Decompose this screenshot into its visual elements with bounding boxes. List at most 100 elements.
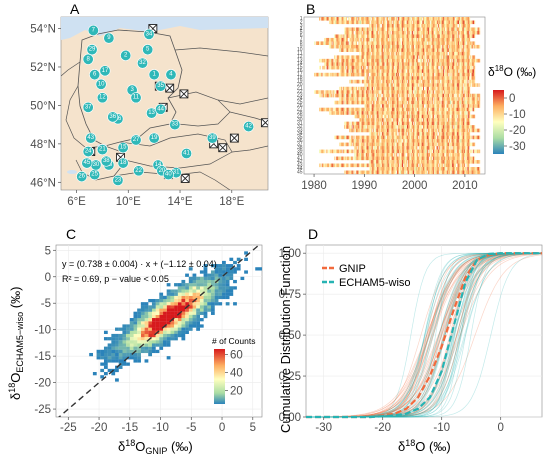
heatmap-cell bbox=[377, 44, 379, 49]
heatmap-cell bbox=[434, 86, 436, 91]
heatmap-cell bbox=[373, 104, 375, 108]
heatmap-cell bbox=[360, 48, 362, 52]
heatmap-cell bbox=[373, 93, 375, 98]
heatmap-cell bbox=[440, 34, 442, 39]
heatmap-cell bbox=[455, 121, 457, 126]
heatmap-cell bbox=[476, 83, 478, 87]
heatmap-cell bbox=[384, 104, 386, 108]
heatmap-cell bbox=[319, 93, 321, 98]
heatmap-cell bbox=[469, 76, 471, 80]
heatmap-cell bbox=[392, 111, 394, 115]
heatmap-cell bbox=[334, 107, 336, 112]
heatmap-cell bbox=[433, 118, 435, 122]
heatmap-cell bbox=[453, 23, 455, 28]
heatmap-cell bbox=[381, 23, 383, 28]
heatmap-cell bbox=[341, 34, 343, 39]
heatmap-cell bbox=[446, 118, 448, 122]
heatmap-cell bbox=[439, 17, 441, 21]
heatmap-cell bbox=[388, 55, 390, 59]
heatmap-cell bbox=[350, 30, 352, 35]
heatmap-cell bbox=[464, 72, 466, 77]
heatmap-cell bbox=[366, 17, 368, 21]
heatmap-cell bbox=[412, 107, 414, 112]
heatmap-cell bbox=[386, 104, 388, 108]
heatmap-cell bbox=[397, 37, 399, 42]
heatmap-cell bbox=[389, 69, 391, 73]
heatmap-cell bbox=[453, 107, 456, 112]
heatmap-cell bbox=[390, 27, 392, 32]
heatmap-cell bbox=[433, 48, 435, 52]
heatmap-cell bbox=[414, 69, 416, 73]
heatmap-cell bbox=[477, 104, 479, 108]
heatmap-cell bbox=[438, 20, 440, 25]
heatmap-cell bbox=[343, 37, 345, 42]
heatmap-cell bbox=[355, 48, 357, 52]
heatmap-cell bbox=[345, 41, 347, 46]
heatmap-cell bbox=[402, 65, 404, 70]
heatmap-cell bbox=[391, 90, 394, 94]
heatmap-cell bbox=[468, 44, 470, 49]
panel-label-b: B bbox=[306, 1, 315, 17]
heatmap-cell bbox=[430, 58, 432, 63]
heatmap-cell bbox=[478, 104, 480, 108]
map-y-tick-label: 52°N bbox=[30, 62, 56, 74]
heatmap-cell bbox=[459, 58, 461, 63]
heatmap-cell bbox=[391, 37, 393, 42]
heatmap-cell bbox=[416, 30, 418, 35]
heatmap-cell bbox=[391, 51, 393, 56]
heatmap-cell bbox=[395, 97, 397, 101]
heatmap-cell bbox=[468, 51, 470, 56]
heatmap-cell bbox=[340, 65, 342, 70]
heatmap-cell bbox=[375, 86, 377, 91]
heatmap-cell bbox=[331, 65, 333, 70]
heatmap-cell bbox=[463, 79, 465, 84]
heatmap-cell bbox=[382, 65, 384, 70]
heatmap-cell bbox=[332, 41, 334, 46]
heatmap-cell bbox=[339, 65, 341, 70]
heatmap-cell bbox=[358, 17, 360, 21]
heatmap-cell bbox=[409, 83, 411, 87]
heatmap-cell bbox=[421, 114, 423, 119]
heatmap-cell bbox=[350, 69, 352, 73]
heatmap-cell bbox=[327, 72, 329, 77]
heatmap-cell bbox=[418, 41, 420, 46]
heatmap-cell bbox=[386, 72, 388, 77]
heatmap-cell bbox=[358, 125, 360, 129]
heatmap-cell bbox=[471, 104, 473, 108]
heatmap-cell bbox=[458, 86, 460, 91]
heatmap-cell bbox=[345, 20, 347, 25]
heatmap-cell bbox=[374, 55, 376, 59]
heatmap-cell bbox=[452, 62, 454, 66]
heatmap-cell bbox=[444, 93, 446, 98]
heatmap-cell bbox=[464, 37, 466, 42]
heatmap-cell bbox=[469, 121, 471, 126]
heatmap-cell bbox=[326, 93, 328, 98]
heatmap-cell bbox=[462, 107, 464, 112]
heatmap-cell bbox=[428, 114, 430, 119]
heatmap-cell bbox=[392, 27, 394, 32]
heatmap-cell bbox=[340, 62, 342, 66]
heatmap-cell bbox=[449, 34, 451, 39]
heatmap-cell bbox=[454, 114, 456, 119]
heatmap-cell bbox=[413, 121, 415, 126]
heatmap-cell bbox=[461, 27, 463, 32]
heatmap-cell bbox=[473, 104, 475, 108]
heatmap-cell bbox=[444, 90, 446, 94]
heatmap-cell bbox=[411, 86, 413, 91]
heatmap-cell bbox=[361, 79, 363, 84]
heatmap-cell bbox=[345, 37, 347, 42]
heatmap-cell bbox=[454, 51, 456, 56]
heatmap-cell bbox=[404, 51, 406, 56]
heatmap-cell bbox=[431, 93, 433, 98]
heatmap-cell bbox=[361, 118, 363, 122]
heatmap-cell bbox=[460, 51, 462, 56]
heatmap-cell bbox=[461, 30, 463, 35]
heatmap-cell bbox=[465, 62, 467, 66]
heatmap-cell bbox=[412, 27, 414, 32]
heatmap-cell bbox=[353, 90, 355, 94]
heatmap-cell bbox=[390, 30, 392, 35]
heatmap-cell bbox=[422, 41, 424, 46]
heatmap-cell bbox=[364, 37, 366, 42]
heatmap-cell bbox=[453, 90, 455, 94]
heatmap-cell bbox=[346, 65, 348, 70]
